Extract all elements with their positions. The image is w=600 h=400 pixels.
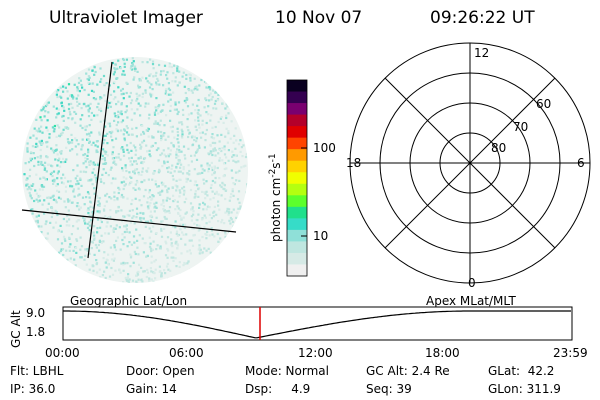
status-door: Door: Open [126,364,195,378]
colorbar-swatch [287,183,307,196]
colorbar-swatch [287,241,307,254]
colorbar-swatch [287,126,307,139]
mlt-label-18: 18 [346,156,362,170]
colorbar-swatch [287,252,307,265]
colorbar-unit-mid: s [269,162,283,169]
colorbar-swatch [287,149,307,162]
status-glon: GLon: 311.9 [488,382,561,396]
colorbar-unit-label: photon cm-2s-1 [268,153,283,242]
colorbar-unit-exp1: -2 [268,168,278,178]
status-gain: Gain: 14 [126,382,177,396]
colorbar-swatch [287,91,307,104]
colorbar-unit-main: photon cm [269,177,283,242]
colorbar-tick-100: 100 [313,141,336,155]
uv-image-disk [21,57,248,283]
status-glat: GLat: 42.2 [488,364,555,378]
status-ip: IP: 36.0 [10,382,56,396]
mlat-label-60: 60 [536,97,552,111]
colorbar-tick-10: 10 [313,229,329,243]
mlat-label-80: 80 [491,141,507,155]
mlat-label-70: 70 [513,120,529,134]
colorbar-unit-exp2: -1 [268,153,278,163]
colorbar-swatch [287,206,307,219]
longitude-line [87,61,113,259]
time-label: 09:26:22 UT [430,8,535,28]
colorbar-swatch [287,195,307,208]
timeline-x-tick-1: 06:00 [169,346,204,360]
status-gc-alt: GC Alt: 2.4 Re [366,364,450,378]
timeline-y-tick-bottom: 1.8 [26,325,46,339]
colorbar-swatch [287,218,307,231]
colorbar-swatch [287,137,307,150]
latitude-line [21,209,237,233]
altitude-timeline [62,306,573,341]
timeline-y-tick-top: 9.0 [26,306,46,320]
timeline-x-tick-2: 12:00 [298,346,333,360]
status-dsp: Dsp: 4.9 [245,382,311,396]
colorbar-swatch [287,114,307,127]
colorbar-swatch [287,264,307,277]
colorbar-swatch [287,172,307,185]
mlt-label-0: 0 [468,276,476,290]
status-filter: Flt: LBHL [10,364,64,378]
apex-label: Apex MLat/MLT [426,294,516,308]
mlt-label-6: 6 [577,156,585,170]
timeline-y-title: GC Alt [9,310,23,348]
polar-diagonal-2 [384,77,556,249]
geographic-label: Geographic Lat/Lon [70,294,188,308]
polar-mlat-mlt-plot [349,42,591,284]
date-label: 10 Nov 07 [275,8,363,28]
colorbar-swatch [287,160,307,173]
status-seq: Seq: 39 [366,382,412,396]
colorbar [286,79,308,277]
instrument-title: Ultraviolet Imager [49,8,203,28]
timeline-x-tick-3: 18:00 [425,346,460,360]
timeline-x-tick-0: 00:00 [45,346,80,360]
status-mode: Mode: Normal [245,364,329,378]
mlt-label-12: 12 [474,46,490,60]
colorbar-swatch [287,103,307,116]
colorbar-swatch [287,80,307,93]
timeline-x-tick-4: 23:59 [553,346,588,360]
colorbar-swatch [287,229,307,242]
